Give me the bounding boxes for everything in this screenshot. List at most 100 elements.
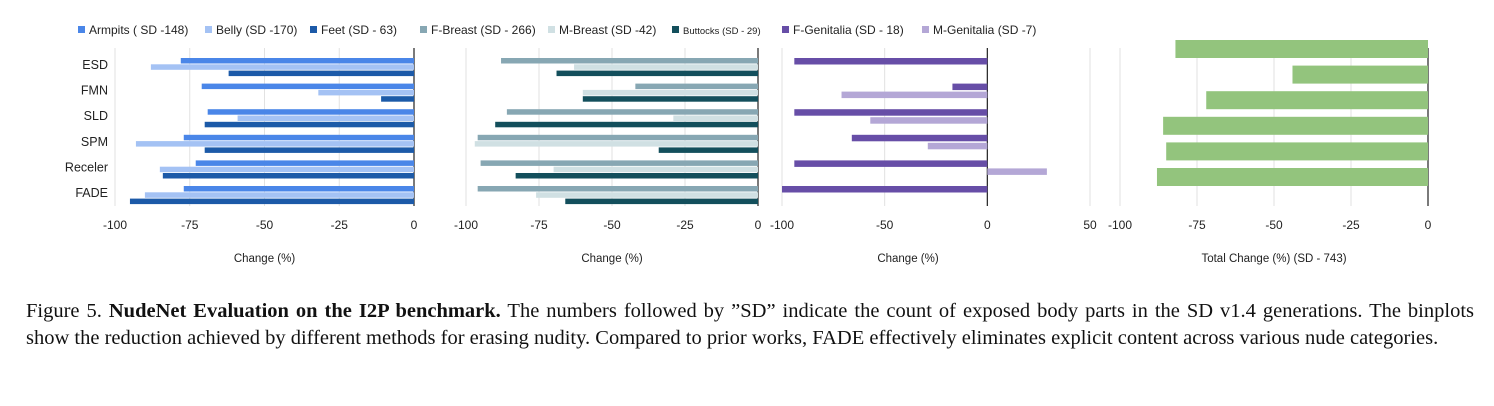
category-label-sld: SLD bbox=[84, 109, 108, 123]
legend-entry-1-0: F-Breast (SD - 266) bbox=[431, 23, 536, 37]
bar-3-0-spm bbox=[1163, 116, 1428, 135]
x-tick-label: -75 bbox=[530, 218, 548, 232]
bar-0-2-sld bbox=[204, 121, 414, 128]
bar-3-0-fade bbox=[1156, 168, 1428, 186]
bar-3-0-fmn bbox=[1292, 65, 1428, 84]
legend-swatch-1-2 bbox=[672, 26, 679, 33]
bar-0-2-esd bbox=[228, 70, 414, 77]
x-axis-label-2: Change (%) bbox=[877, 253, 939, 265]
bar-0-1-esd bbox=[150, 64, 414, 70]
caption-label: Figure 5. bbox=[26, 300, 102, 322]
bar-1-1-sld bbox=[673, 115, 758, 121]
x-tick-label: -75 bbox=[181, 218, 199, 232]
x-tick-label: -25 bbox=[676, 218, 694, 232]
x-tick-label: -50 bbox=[256, 218, 274, 232]
x-tick-label: -100 bbox=[1108, 218, 1132, 232]
bar-1-0-spm bbox=[477, 134, 758, 141]
bar-1-1-fade bbox=[536, 192, 758, 198]
bar-3-0-esd bbox=[1175, 40, 1428, 58]
legend-swatch-0-0 bbox=[78, 26, 85, 33]
legend-swatch-1-1 bbox=[548, 26, 555, 33]
bar-0-0-spm bbox=[183, 134, 414, 141]
bar-2-1-receler bbox=[987, 168, 1047, 175]
bar-0-0-receler bbox=[195, 160, 414, 166]
bar-0-2-receler bbox=[162, 173, 414, 179]
figure-caption: Figure 5. NudeNet Evaluation on the I2P … bbox=[26, 298, 1474, 352]
category-label-esd: ESD bbox=[82, 58, 108, 72]
legend-entry-0-0: Armpits ( SD -148) bbox=[89, 23, 188, 37]
caption-bold-title: NudeNet Evaluation on the I2P benchmark. bbox=[108, 300, 501, 322]
x-tick-label: -100 bbox=[770, 218, 794, 232]
bar-3-0-sld bbox=[1206, 91, 1428, 110]
x-tick-label: -25 bbox=[1342, 218, 1360, 232]
legend-swatch-0-1 bbox=[205, 26, 212, 33]
bar-3-0-receler bbox=[1166, 142, 1428, 161]
bar-1-1-fmn bbox=[582, 89, 758, 96]
bar-1-2-sld bbox=[495, 121, 758, 128]
bar-1-0-fmn bbox=[635, 83, 758, 90]
legend-entry-1-2: Buttocks (SD - 29) bbox=[683, 26, 761, 37]
legend-entry-1-1: M-Breast (SD -42) bbox=[559, 23, 656, 37]
bar-1-1-spm bbox=[474, 141, 758, 147]
legend-swatch-2-0 bbox=[782, 26, 789, 33]
caption-text: The numbers followed by ”SD” indicate th… bbox=[26, 300, 1474, 349]
bar-2-0-fmn bbox=[952, 83, 988, 91]
bar-1-0-esd bbox=[501, 58, 758, 64]
bar-1-2-fade bbox=[565, 198, 758, 205]
bar-1-0-receler bbox=[480, 160, 758, 166]
x-tick-label: -75 bbox=[1188, 218, 1206, 232]
category-label-spm: SPM bbox=[81, 135, 108, 149]
bar-1-0-fade bbox=[477, 186, 758, 192]
bar-2-0-sld bbox=[794, 109, 988, 116]
bar-0-1-sld bbox=[237, 115, 414, 121]
bar-2-0-fade bbox=[782, 186, 988, 193]
legend-swatch-1-0 bbox=[420, 26, 427, 33]
x-tick-label: 0 bbox=[755, 218, 762, 232]
x-axis-label-3: Total Change (%) (SD - 743) bbox=[1201, 253, 1346, 265]
bar-0-0-sld bbox=[207, 109, 414, 115]
bar-0-1-receler bbox=[159, 166, 414, 173]
x-tick-label: 0 bbox=[411, 218, 418, 232]
bar-2-1-fmn bbox=[841, 91, 988, 99]
x-tick-label: 0 bbox=[984, 218, 991, 232]
legend-swatch-0-2 bbox=[310, 26, 317, 33]
bar-1-1-esd bbox=[574, 64, 758, 70]
bar-0-1-spm bbox=[135, 141, 414, 147]
x-axis-label-1: Change (%) bbox=[581, 253, 643, 265]
legend-entry-0-1: Belly (SD -170) bbox=[216, 23, 297, 37]
x-tick-label: 50 bbox=[1083, 218, 1097, 232]
bar-2-1-spm bbox=[927, 142, 988, 150]
x-tick-label: -50 bbox=[603, 218, 621, 232]
bar-1-1-receler bbox=[553, 166, 758, 173]
bar-2-1-sld bbox=[870, 117, 988, 124]
legend-entry-0-2: Feet (SD - 63) bbox=[321, 23, 397, 37]
x-tick-label: 0 bbox=[1425, 218, 1432, 232]
x-tick-label: -100 bbox=[454, 218, 478, 232]
bar-0-2-spm bbox=[204, 147, 414, 153]
bar-0-2-fade bbox=[129, 198, 414, 205]
bar-2-0-receler bbox=[794, 160, 988, 167]
bar-2-0-spm bbox=[851, 134, 988, 142]
bar-1-0-sld bbox=[506, 109, 758, 115]
category-label-fmn: FMN bbox=[81, 84, 108, 98]
x-tick-label: -50 bbox=[876, 218, 894, 232]
category-label-receler: Receler bbox=[65, 160, 108, 174]
x-tick-label: -100 bbox=[103, 218, 127, 232]
bar-2-0-esd bbox=[794, 58, 988, 65]
legend-entry-2-0: F-Genitalia (SD - 18) bbox=[793, 23, 904, 37]
bar-1-2-spm bbox=[658, 147, 758, 153]
bar-0-1-fade bbox=[144, 192, 414, 198]
x-tick-label: -25 bbox=[331, 218, 349, 232]
bar-0-2-fmn bbox=[381, 96, 414, 102]
legend-swatch-2-1 bbox=[922, 26, 929, 33]
bar-1-2-fmn bbox=[582, 96, 758, 102]
legend-entry-2-1: M-Genitalia (SD -7) bbox=[933, 23, 1036, 37]
bar-1-2-receler bbox=[515, 173, 758, 179]
bar-0-0-fade bbox=[183, 186, 414, 192]
bar-0-0-fmn bbox=[201, 83, 414, 90]
x-tick-label: -50 bbox=[1265, 218, 1283, 232]
bar-1-2-esd bbox=[556, 70, 758, 77]
nudenet-bar-charts: ESD FMN SLD SPM Receler FADE -100 -75 -50 -25 0 Cha… bbox=[65, 23, 1432, 265]
bar-0-0-esd bbox=[180, 58, 414, 64]
